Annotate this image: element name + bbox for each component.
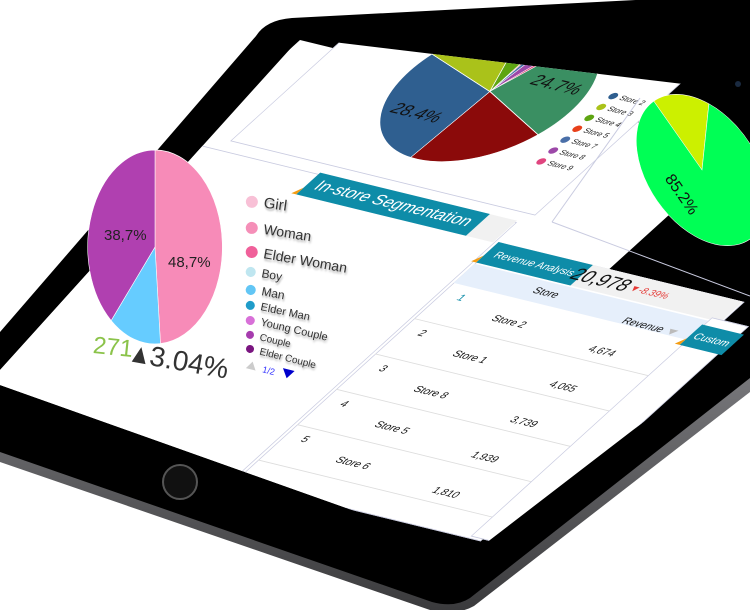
pie-slice[interactable]	[653, 76, 738, 171]
segmentation-pie-label-woman: 48,7%	[168, 254, 211, 271]
pie-slice[interactable]	[410, 90, 565, 177]
legend-swatch	[245, 330, 255, 341]
share-panel-border	[551, 97, 641, 223]
legend-swatch	[244, 314, 256, 326]
camera-icon	[735, 81, 741, 87]
pie-slice[interactable]	[110, 246, 161, 345]
share-pie-chart	[609, 70, 750, 270]
share-panel-border	[551, 221, 750, 297]
segmentation-pie-chart	[87, 149, 223, 345]
pie-slice[interactable]	[154, 149, 223, 345]
legend-swatch	[245, 195, 259, 209]
pie-slice[interactable]	[87, 149, 156, 322]
legend-swatch	[245, 299, 256, 311]
segmentation-pie-label-couple: 38,7%	[104, 227, 147, 244]
pie-slice[interactable]	[335, 53, 511, 158]
legend-swatch	[245, 344, 255, 355]
triangle-up-icon	[131, 345, 149, 365]
segmentation-count: 271	[91, 331, 135, 364]
pager-prev-icon[interactable]	[245, 360, 258, 371]
legend-swatch	[244, 265, 257, 278]
pager-next-icon[interactable]	[280, 368, 295, 380]
legend-label: Girl	[262, 194, 289, 215]
home-button[interactable]	[162, 464, 198, 500]
legend-swatch	[244, 245, 259, 260]
pie-slice[interactable]	[609, 70, 750, 270]
legend-swatch	[244, 283, 257, 296]
legend-swatch	[244, 221, 259, 236]
